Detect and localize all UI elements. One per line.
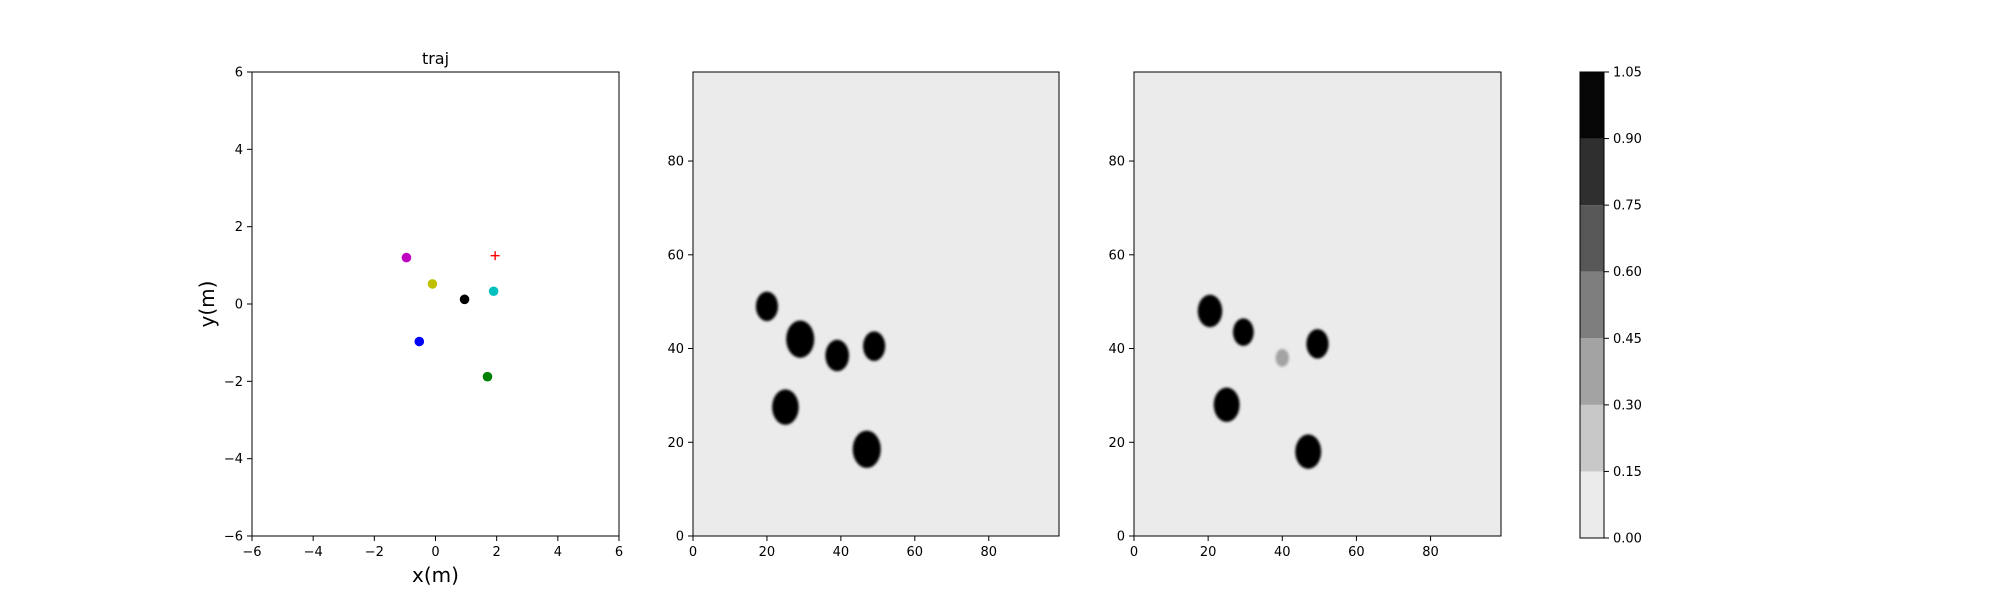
- colorbar-band: [1580, 271, 1604, 339]
- colorbar-tick-label: 0.00: [1613, 532, 1642, 547]
- heatmap-1-occupied-cell: [863, 331, 886, 361]
- traj-ytick-label: −6: [224, 530, 243, 545]
- agent-point: [414, 336, 425, 347]
- heatmap-1-occupied-cell: [786, 320, 815, 358]
- heatmap-2-ytick-label: 60: [1108, 248, 1125, 263]
- heatmap-2-y-axis: 0 20 40 60 80: [1108, 155, 1134, 545]
- colorbar-ticks: 0.00 0.15 0.30 0.45 0.60 0.75 0.90 1.05: [1604, 66, 1642, 547]
- heatmap-1-y-axis: 0 20 40 60 80: [667, 155, 693, 545]
- traj-xtick-label: 6: [615, 545, 623, 560]
- agent-point: [427, 279, 438, 289]
- traj-panel: −6 −4 −2 0 2 4 6 −6 −4 −2 0 2 4 6 traj x(m) y(m): [195, 49, 623, 587]
- traj-title: traj: [422, 49, 449, 68]
- heatmap-2-occupied-cell: [1197, 294, 1223, 328]
- heatmap-2-xtick-label: 60: [1348, 545, 1365, 560]
- heatmap-2-x-axis: 0 20 40 60 80: [1130, 536, 1439, 560]
- heatmap-1-occupied-cell: [852, 430, 881, 468]
- traj-xtick-label: 4: [554, 545, 562, 560]
- traj-xlabel: x(m): [412, 563, 459, 587]
- heatmap-1-xtick-label: 20: [759, 545, 776, 560]
- colorbar-tick-label: 0.15: [1613, 465, 1642, 480]
- goal-marker: [490, 251, 500, 261]
- heatmap-2-ytick-label: 40: [1108, 342, 1125, 357]
- colorbar-tick-label: 0.30: [1613, 398, 1642, 413]
- colorbar-tick-label: 0.90: [1613, 132, 1642, 147]
- heatmap-panel-1: 0 20 40 60 80 0 20 40 60 80: [667, 71, 1060, 560]
- traj-ytick-label: 4: [235, 143, 243, 158]
- traj-points: [401, 251, 500, 382]
- agent-point: [488, 286, 499, 297]
- heatmap-2-xtick-label: 80: [1422, 545, 1439, 560]
- agent-point: [482, 371, 493, 382]
- colorbar-tick-label: 0.60: [1613, 265, 1642, 280]
- heatmap-2-ytick-label: 0: [1117, 530, 1125, 545]
- heatmap-1-xtick-label: 80: [980, 545, 997, 560]
- colorbar-band: [1580, 338, 1604, 405]
- traj-x-axis: −6 −4 −2 0 2 4 6: [242, 536, 623, 560]
- traj-ylabel: y(m): [195, 281, 219, 328]
- heatmap-2-occupied-cell: [1275, 349, 1289, 367]
- heatmap-panel-2: 0 20 40 60 80 0 20 40 60 80: [1108, 71, 1502, 560]
- colorbar-band: [1580, 72, 1604, 139]
- heatmap-1-frame: [692, 71, 1060, 537]
- heatmap-1-x-axis: 0 20 40 60 80: [689, 536, 997, 560]
- heatmap-2-xtick-label: 40: [1274, 545, 1291, 560]
- traj-plot-area: [252, 72, 619, 536]
- heatmap-1-occupied-cell: [755, 291, 779, 322]
- traj-ytick-label: −4: [224, 452, 243, 467]
- heatmap-2-occupied-cell: [1232, 318, 1254, 346]
- heatmap-2-occupied-cell: [1295, 434, 1322, 469]
- heatmap-1-ytick-label: 40: [667, 342, 684, 357]
- traj-y-axis: −6 −4 −2 0 2 4 6: [224, 66, 252, 545]
- agent-point: [401, 252, 412, 263]
- colorbar-bands: [1580, 72, 1604, 538]
- heatmap-1-xtick-label: 60: [907, 545, 924, 560]
- traj-xtick-label: −6: [242, 545, 261, 560]
- heatmap-1-occupied-cell: [772, 389, 799, 425]
- heatmap-1-ytick-label: 80: [667, 155, 684, 170]
- heatmap-1-xtick-label: 40: [833, 545, 850, 560]
- heatmap-1-cells: [755, 291, 886, 468]
- heatmap-1-xtick-label: 0: [689, 545, 697, 560]
- traj-ytick-label: 6: [235, 66, 243, 81]
- heatmap-1-ytick-label: 60: [667, 248, 684, 263]
- heatmap-2-ytick-label: 80: [1108, 155, 1125, 170]
- heatmap-2-frame: [1133, 71, 1502, 537]
- colorbar-tick-label: 0.75: [1613, 199, 1642, 214]
- heatmap-2-ytick-label: 20: [1108, 436, 1125, 451]
- colorbar-band: [1580, 404, 1604, 472]
- colorbar-frame: [1579, 71, 1605, 539]
- colorbar-tick-label: 0.45: [1613, 332, 1642, 347]
- traj-ytick-label: 2: [235, 220, 243, 235]
- traj-xtick-label: −2: [365, 545, 384, 560]
- colorbar-band: [1580, 471, 1604, 538]
- heatmap-2-xtick-label: 20: [1200, 545, 1217, 560]
- heatmap-2-background: [1134, 72, 1501, 536]
- heatmap-2-cells: [1197, 294, 1329, 469]
- heatmap-1-background: [693, 72, 1059, 536]
- colorbar: 0.00 0.15 0.30 0.45 0.60 0.75 0.90 1.05: [1579, 66, 1642, 547]
- heatmap-2-occupied-cell: [1213, 387, 1240, 422]
- colorbar-band: [1580, 205, 1604, 272]
- traj-xtick-label: −4: [304, 545, 323, 560]
- traj-ytick-label: 0: [235, 298, 243, 313]
- heatmap-1-ytick-label: 0: [676, 530, 684, 545]
- colorbar-tick-label: 1.05: [1613, 66, 1642, 81]
- traj-xtick-label: 2: [493, 545, 501, 560]
- traj-xtick-label: 0: [431, 545, 439, 560]
- traj-ytick-label: −2: [224, 375, 243, 390]
- heatmap-1-ytick-label: 20: [667, 436, 684, 451]
- heatmap-2-occupied-cell: [1306, 329, 1329, 359]
- heatmap-1-occupied-cell: [825, 339, 850, 372]
- agent-point: [459, 294, 470, 305]
- colorbar-band: [1580, 138, 1604, 206]
- heatmap-2-xtick-label: 0: [1130, 545, 1138, 560]
